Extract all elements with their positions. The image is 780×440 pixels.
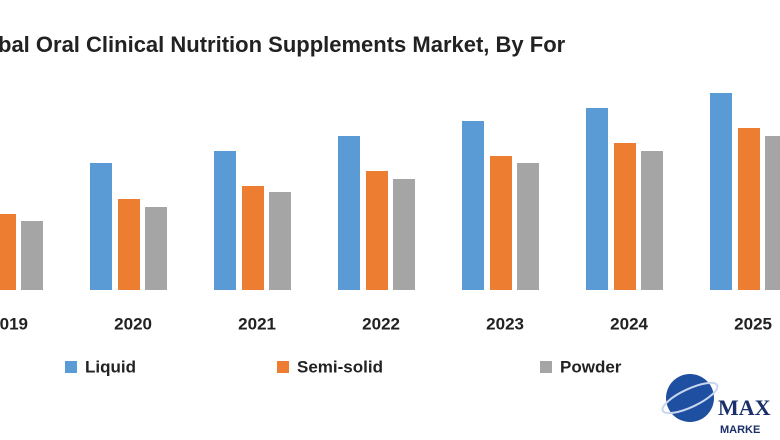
x-tick-label: 2020 (114, 314, 152, 333)
legend-label: Liquid (85, 357, 136, 376)
bar (269, 192, 291, 290)
x-tick-label: 2023 (486, 314, 524, 333)
bar (517, 163, 539, 290)
legend-swatch (540, 361, 552, 373)
legend-swatch (277, 361, 289, 373)
bar (462, 121, 484, 290)
x-tick-label: 2025 (734, 314, 772, 333)
bar (738, 128, 760, 290)
bar (21, 221, 43, 290)
bar (0, 214, 16, 290)
bar (710, 93, 732, 290)
legend-label: Semi-solid (297, 357, 383, 376)
x-tick-label: 2022 (362, 314, 400, 333)
logo-globe (666, 374, 714, 422)
bar (586, 108, 608, 290)
chart-title: bal Oral Clinical Nutrition Supplements … (0, 32, 566, 57)
bar (490, 156, 512, 290)
logo-text: MAX (718, 395, 771, 420)
bar (641, 151, 663, 290)
bar (366, 171, 388, 290)
bar (765, 136, 780, 290)
bar (90, 163, 112, 290)
bar (614, 143, 636, 290)
bar (393, 179, 415, 290)
logo-orbit (661, 381, 719, 415)
bar (214, 151, 236, 290)
x-tick-label: 2024 (610, 314, 648, 333)
legend-label: Powder (560, 357, 622, 376)
bar (242, 186, 264, 290)
logo: MAX MARKE (661, 374, 771, 436)
legend-swatch (65, 361, 77, 373)
logo-subtext: MARKE (720, 424, 760, 436)
bar (118, 199, 140, 290)
bar (145, 207, 167, 290)
bar (338, 136, 360, 290)
x-tick-label: 2021 (238, 314, 276, 333)
x-tick-label: 019 (0, 314, 28, 333)
